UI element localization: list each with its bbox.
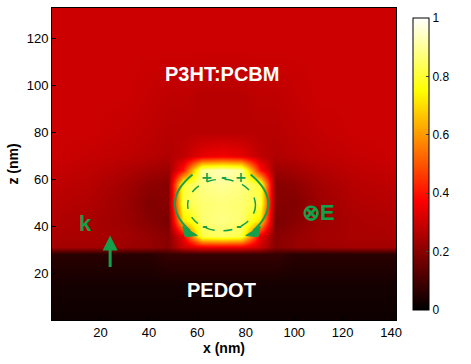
- svg-text:0.6: 0.6: [432, 128, 449, 142]
- svg-text:0.4: 0.4: [432, 186, 449, 200]
- svg-text:40: 40: [34, 219, 48, 234]
- svg-text:20: 20: [93, 325, 107, 340]
- svg-text:80: 80: [34, 125, 48, 140]
- svg-text:k: k: [79, 211, 92, 236]
- svg-text:-: -: [202, 218, 208, 234]
- svg-text:0: 0: [432, 303, 439, 317]
- svg-text:60: 60: [190, 325, 204, 340]
- svg-text:-: -: [221, 169, 227, 185]
- svg-text:z (nm): z (nm): [5, 143, 21, 184]
- svg-text:120: 120: [332, 325, 354, 340]
- svg-text:140: 140: [380, 325, 402, 340]
- svg-text:0.2: 0.2: [432, 245, 449, 259]
- svg-text:80: 80: [239, 325, 253, 340]
- svg-text:1: 1: [432, 11, 439, 25]
- svg-text:20: 20: [34, 266, 48, 281]
- svg-text:x (nm): x (nm): [203, 340, 245, 356]
- svg-text:0.8: 0.8: [432, 70, 449, 84]
- svg-text:-: -: [236, 218, 242, 234]
- svg-text:P3HT:PCBM: P3HT:PCBM: [165, 63, 279, 85]
- svg-text:120: 120: [27, 31, 49, 46]
- svg-text:100: 100: [27, 78, 49, 93]
- svg-text:40: 40: [142, 325, 156, 340]
- svg-text:100: 100: [283, 325, 305, 340]
- svg-text:PEDOT: PEDOT: [187, 279, 256, 301]
- svg-text:60: 60: [34, 172, 48, 187]
- svg-text:+: +: [201, 169, 213, 185]
- svg-text:⊗E: ⊗E: [302, 200, 335, 225]
- svg-text:+: +: [235, 169, 247, 185]
